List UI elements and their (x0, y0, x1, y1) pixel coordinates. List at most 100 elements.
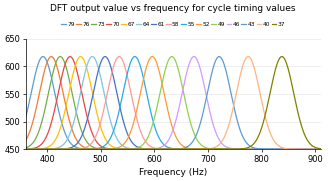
Legend: 79, 76, 73, 70, 67, 64, 61, 58, 55, 52, 49, 46, 43, 40, 37: 79, 76, 73, 70, 67, 64, 61, 58, 55, 52, … (61, 21, 286, 27)
73 (57, 56, 61, 58)
52 (313, 148, 317, 150)
70 (57, 87, 61, 89)
52 (75, 148, 79, 150)
64 (150, 148, 154, 150)
61 (103, 56, 107, 58)
Title: DFT output value vs frequency for cycle timing values: DFT output value vs frequency for cycle … (50, 4, 296, 13)
Line: 61: 61 (26, 57, 320, 149)
X-axis label: Frequency (Hz): Frequency (Hz) (139, 168, 207, 177)
49 (24, 148, 28, 150)
61 (313, 148, 317, 150)
67 (57, 130, 61, 132)
Line: 46: 46 (26, 57, 320, 149)
40 (246, 56, 250, 58)
49 (57, 148, 61, 150)
64 (57, 146, 61, 148)
67 (313, 148, 317, 150)
37 (24, 148, 28, 150)
49 (281, 148, 285, 150)
58 (218, 148, 222, 150)
76 (150, 148, 154, 150)
70 (150, 148, 154, 150)
Line: 49: 49 (26, 57, 320, 149)
52 (150, 56, 154, 58)
46 (24, 148, 28, 150)
46 (318, 148, 322, 150)
61 (57, 148, 61, 150)
70 (313, 148, 317, 150)
Line: 40: 40 (26, 57, 320, 149)
76 (57, 75, 61, 77)
64 (313, 148, 317, 150)
Line: 37: 37 (26, 57, 320, 149)
61 (150, 148, 154, 150)
Line: 67: 67 (26, 57, 320, 149)
76 (318, 148, 322, 150)
64 (75, 109, 79, 111)
46 (137, 148, 141, 150)
58 (117, 56, 121, 58)
58 (150, 146, 154, 148)
55 (57, 148, 61, 150)
67 (150, 148, 154, 150)
49 (313, 148, 317, 150)
37 (150, 148, 154, 150)
64 (318, 148, 322, 150)
52 (24, 148, 28, 150)
61 (204, 148, 208, 150)
58 (137, 125, 141, 127)
43 (137, 148, 141, 150)
40 (75, 148, 79, 150)
76 (24, 139, 28, 142)
43 (24, 148, 28, 150)
Line: 52: 52 (26, 57, 320, 149)
64 (90, 56, 94, 58)
70 (24, 148, 28, 150)
79 (24, 117, 28, 119)
52 (150, 56, 154, 58)
61 (318, 148, 322, 150)
46 (192, 56, 196, 58)
52 (137, 100, 141, 102)
79 (150, 148, 154, 150)
76 (75, 139, 79, 141)
49 (318, 148, 322, 150)
37 (137, 148, 141, 150)
79 (318, 148, 322, 150)
73 (281, 148, 285, 150)
40 (281, 147, 285, 149)
73 (318, 148, 322, 150)
52 (57, 148, 61, 150)
73 (150, 148, 154, 150)
64 (137, 148, 141, 150)
40 (318, 148, 322, 150)
43 (281, 148, 285, 150)
58 (313, 148, 317, 150)
Line: 64: 64 (26, 57, 320, 149)
Line: 58: 58 (26, 57, 320, 149)
76 (150, 148, 154, 150)
43 (57, 148, 61, 150)
79 (57, 113, 61, 115)
52 (281, 148, 285, 150)
73 (159, 148, 163, 150)
43 (150, 148, 154, 150)
67 (79, 56, 83, 58)
70 (137, 148, 141, 150)
Line: 43: 43 (26, 57, 320, 149)
64 (191, 148, 195, 150)
76 (137, 148, 141, 150)
76 (281, 148, 285, 150)
37 (313, 146, 317, 148)
46 (57, 148, 61, 150)
79 (313, 148, 317, 150)
55 (150, 114, 154, 117)
46 (313, 148, 317, 150)
49 (137, 146, 141, 148)
43 (313, 148, 317, 150)
55 (318, 148, 322, 150)
43 (217, 56, 221, 58)
40 (313, 148, 317, 150)
79 (281, 148, 285, 150)
61 (75, 143, 79, 145)
